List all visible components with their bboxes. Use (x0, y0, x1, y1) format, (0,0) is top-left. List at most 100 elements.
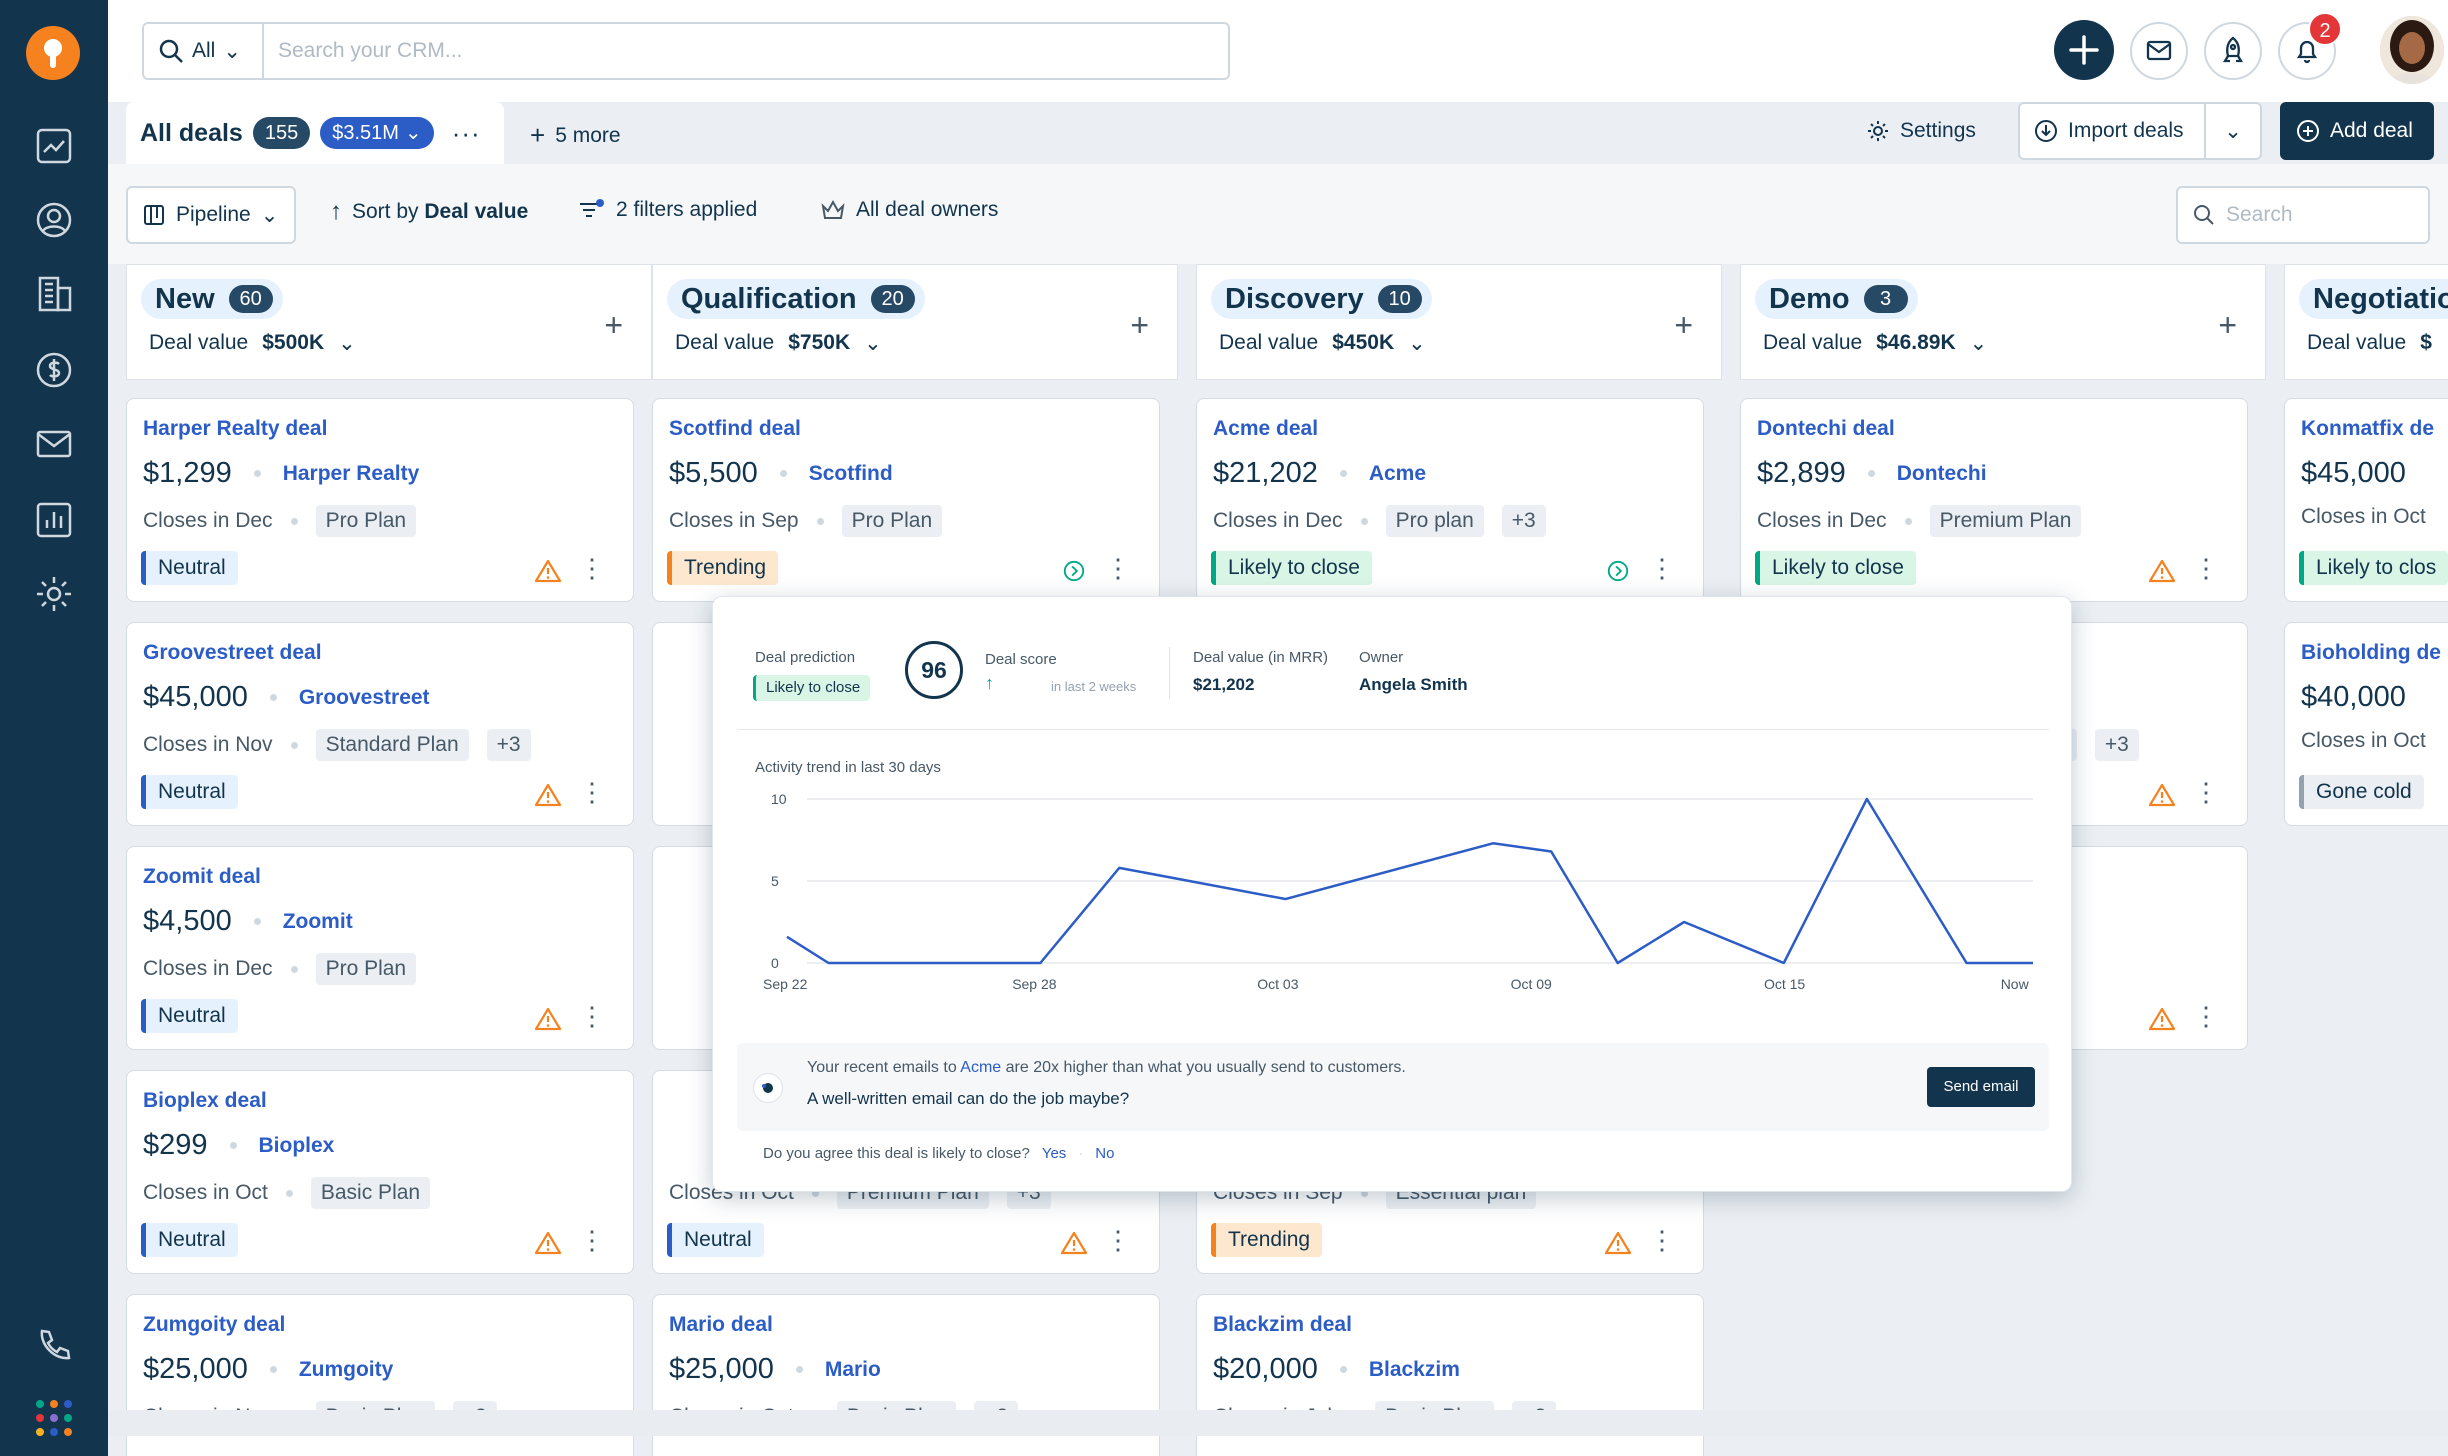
deal-card[interactable]: Acme deal $21,202 Acme Closes in Dec Pro… (1196, 398, 1704, 602)
add-deal-to-stage-button[interactable]: + (1674, 307, 1693, 343)
horizontal-scrollbar[interactable] (108, 1410, 2448, 1436)
next-step-icon[interactable] (1605, 559, 1631, 583)
stage-deal-value[interactable]: Deal value $500K ⌄ (149, 331, 356, 356)
deal-card[interactable]: Groovestreet deal $45,000 Groovestreet C… (126, 622, 634, 826)
filters-button[interactable]: 2 filters applied (578, 198, 757, 222)
deal-name-link[interactable]: Scotfind deal (669, 417, 801, 440)
deal-name-link[interactable]: Harper Realty deal (143, 417, 328, 440)
card-menu-icon[interactable]: ⋮ (579, 1225, 605, 1255)
card-menu-icon[interactable]: ⋮ (1649, 1225, 1675, 1255)
deal-name-link[interactable]: Groovestreet deal (143, 641, 322, 664)
warning-icon[interactable] (535, 1231, 561, 1255)
company-link[interactable]: Acme (1368, 461, 1427, 485)
company-link[interactable]: Mario (824, 1357, 881, 1381)
deal-name-link[interactable]: Dontechi deal (1757, 417, 1895, 440)
user-avatar[interactable] (2380, 16, 2444, 84)
warning-icon[interactable] (1605, 1231, 1631, 1255)
deal-name-link[interactable]: Zumgoity deal (143, 1313, 286, 1336)
apps-grid-icon[interactable] (34, 1398, 74, 1438)
company-link[interactable]: Scotfind (808, 461, 893, 485)
deal-name-link[interactable]: Blackzim deal (1213, 1313, 1352, 1336)
send-email-button[interactable]: Send email (1927, 1067, 2035, 1107)
warning-icon[interactable] (535, 783, 561, 807)
more-views-button[interactable]: + 5 more (530, 120, 621, 151)
feedback-no-link[interactable]: No (1095, 1145, 1115, 1162)
feedback-yes-link[interactable]: Yes (1041, 1145, 1067, 1162)
deal-total-badge[interactable]: $3.51M ⌄ (320, 117, 434, 149)
card-menu-icon[interactable]: ⋮ (1105, 553, 1131, 583)
phone-icon[interactable] (34, 1326, 74, 1366)
deal-card[interactable]: Dontechi deal $2,899 Dontechi Closes in … (1740, 398, 2248, 602)
next-step-icon[interactable] (1061, 559, 1087, 583)
deal-name-link[interactable]: Mario deal (669, 1313, 773, 1336)
company-link[interactable]: Blackzim (1368, 1357, 1460, 1381)
search-input[interactable] (278, 36, 1178, 66)
stage-deal-value[interactable]: Deal value $ (2307, 331, 2432, 355)
deal-name-link[interactable]: Bioplex deal (143, 1089, 267, 1112)
card-menu-icon[interactable]: ⋮ (2193, 1001, 2219, 1031)
company-link[interactable]: Harper Realty (282, 461, 420, 485)
stage-deal-value[interactable]: Deal value $46.89K ⌄ (1763, 331, 1987, 356)
import-deals-button[interactable]: Import deals (2018, 102, 2206, 160)
board-search[interactable]: Search (2176, 186, 2430, 244)
accounts-icon[interactable] (34, 274, 74, 314)
search-scope-dropdown[interactable]: All ⌄ (144, 24, 264, 78)
deal-name-link[interactable]: Zoomit deal (143, 865, 261, 888)
settings-gear-icon[interactable] (34, 574, 74, 614)
company-link[interactable]: Groovestreet (298, 685, 430, 709)
company-link[interactable]: Zumgoity (298, 1357, 394, 1381)
warning-icon[interactable] (535, 1007, 561, 1031)
deal-name-link[interactable]: Konmatfix de (2301, 417, 2435, 440)
company-link[interactable]: Dontechi (1896, 461, 1987, 485)
deal-card[interactable]: Konmatfix de $45,000 Closes in Oct Likel… (2284, 398, 2448, 602)
card-menu-icon[interactable]: ⋮ (2193, 553, 2219, 583)
pipeline-view-dropdown[interactable]: Pipeline ⌄ (126, 186, 296, 244)
warning-icon[interactable] (2149, 783, 2175, 807)
company-link[interactable]: Zoomit (282, 909, 353, 933)
card-menu-icon[interactable]: ⋮ (1649, 553, 1675, 583)
add-deal-button[interactable]: Add deal (2280, 102, 2434, 160)
dashboard-icon[interactable] (34, 126, 74, 166)
warning-icon[interactable] (2149, 559, 2175, 583)
card-menu-icon[interactable]: ⋮ (579, 1001, 605, 1031)
more-products-tag[interactable]: +3 (1501, 505, 1546, 537)
warning-icon[interactable] (535, 559, 561, 583)
deal-card[interactable]: Scotfind deal $5,500 Scotfind Closes in … (652, 398, 1160, 602)
warning-icon[interactable] (1061, 1231, 1087, 1255)
deal-card[interactable]: Harper Realty deal $1,299 Harper Realty … (126, 398, 634, 602)
search-icon (2194, 205, 2214, 225)
mail-icon[interactable] (34, 424, 74, 464)
warning-icon[interactable] (2149, 1007, 2175, 1031)
add-deal-to-stage-button[interactable]: + (1130, 307, 1149, 343)
reports-icon[interactable] (34, 500, 74, 540)
deal-card[interactable]: Bioholding de $40,000 Closes in Oct Gone… (2284, 622, 2448, 826)
card-menu-icon[interactable]: ⋮ (579, 777, 605, 807)
more-products-tag[interactable]: +3 (486, 729, 531, 761)
more-products-tag[interactable]: +3 (2094, 729, 2139, 761)
deal-name-link[interactable]: Bioholding de (2301, 641, 2441, 664)
add-deal-to-stage-button[interactable]: + (2218, 307, 2237, 343)
launch-button[interactable] (2204, 22, 2262, 80)
contacts-icon[interactable] (34, 200, 74, 240)
deals-icon[interactable] (34, 350, 74, 390)
deal-owners-button[interactable]: All deal owners (820, 198, 998, 222)
mail-button[interactable] (2130, 22, 2188, 80)
add-deal-to-stage-button[interactable]: + (604, 307, 623, 343)
card-menu-icon[interactable]: ⋮ (1105, 1225, 1131, 1255)
card-menu-icon[interactable]: ⋮ (579, 553, 605, 583)
import-options-button[interactable]: ⌄ (2204, 102, 2262, 160)
more-options-icon[interactable]: ··· (451, 117, 481, 148)
deal-name-link[interactable]: Acme deal (1213, 417, 1319, 440)
freshsales-logo[interactable] (26, 26, 80, 80)
quick-add-button[interactable] (2054, 20, 2114, 80)
tip-company-link[interactable]: Acme (960, 1059, 1002, 1076)
stage-deal-value[interactable]: Deal value $750K ⌄ (675, 331, 882, 356)
deal-card[interactable]: Zoomit deal $4,500 Zoomit Closes in Dec … (126, 846, 634, 1050)
company-link[interactable]: Bioplex (258, 1133, 335, 1157)
view-tab-all-deals[interactable]: All deals 155 $3.51M ⌄ ··· (126, 102, 504, 164)
sort-button[interactable]: ↑ Sort by Deal value (330, 198, 528, 226)
settings-button[interactable]: Settings (1852, 102, 1990, 160)
stage-deal-value[interactable]: Deal value $450K ⌄ (1219, 331, 1426, 356)
deal-card[interactable]: Bioplex deal $299 Bioplex Closes in Oct … (126, 1070, 634, 1274)
card-menu-icon[interactable]: ⋮ (2193, 777, 2219, 807)
